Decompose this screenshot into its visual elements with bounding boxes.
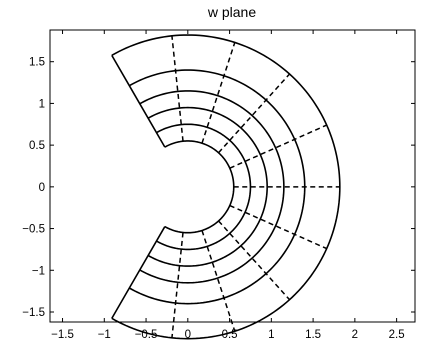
y-tick-label: −0.5 (22, 224, 45, 236)
y-tick-label: −1 (32, 265, 45, 277)
arc-series-2 (147, 106, 268, 267)
x-tick-label: 2 (352, 329, 358, 341)
y-tick-label: 0 (39, 182, 45, 194)
x-tick-label: −1.5 (51, 329, 74, 341)
axis-ticks: −1.5 −1 −0.5 0 0.5 1 1.5 2 2.5 −1.5 −1 −0.5 0 0.5 1 1.5 (22, 30, 415, 341)
ray-series-6 (111, 54, 166, 148)
y-tick-label: −1.5 (22, 307, 45, 319)
x-tick-label: 0 (185, 329, 191, 341)
ray-series-16 (171, 35, 184, 142)
ray-series-8 (171, 232, 184, 338)
x-tick-label: −0.5 (135, 329, 158, 341)
x-tick-label: 1 (268, 329, 274, 341)
ray-series-11 (229, 204, 327, 250)
ray-series-15 (201, 42, 236, 144)
ray-series-7 (111, 226, 166, 319)
chart-title: w plane (207, 4, 256, 20)
y-tick-label: 0.5 (29, 140, 45, 152)
x-tick-label: −1 (98, 329, 111, 341)
x-tick-label: 2.5 (389, 329, 405, 341)
arc-series-1 (156, 123, 252, 251)
x-tick-label: 0.5 (222, 329, 238, 341)
ray-series-13 (229, 124, 327, 169)
x-tick-label: 1.5 (305, 329, 321, 341)
ray-series-14 (217, 73, 291, 154)
arc-series-3 (139, 90, 285, 284)
ray-series-10 (217, 220, 291, 301)
y-tick-label: 1.5 (29, 57, 45, 69)
y-tick-label: 1 (39, 98, 45, 110)
ray-series-9 (201, 230, 236, 332)
arc-series-0 (164, 140, 235, 234)
plot-area (111, 34, 341, 340)
axes-box (49, 29, 416, 323)
